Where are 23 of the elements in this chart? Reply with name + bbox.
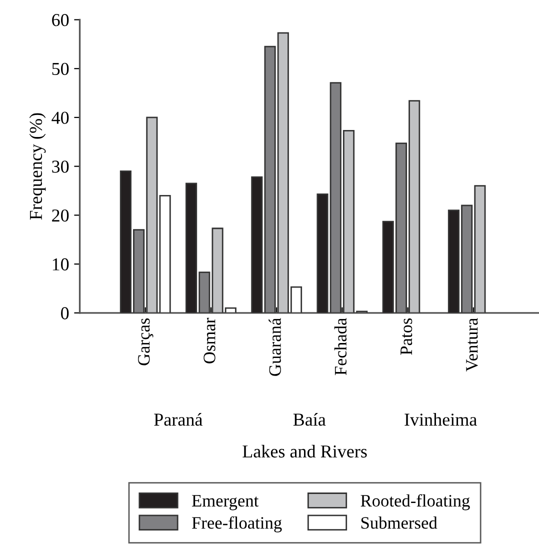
y-tick-label: 40 <box>52 112 69 124</box>
legend-label: Submersed <box>361 516 438 529</box>
legend-label: Rooted-floating <box>360 494 470 510</box>
y-tick-label: 20 <box>52 209 69 222</box>
text: Ivinheima <box>404 413 477 426</box>
text: Baía <box>293 413 326 426</box>
x-tick-label: Fechada <box>334 318 347 376</box>
y-tick-label: 50 <box>52 62 69 76</box>
x-axis-title: Lakes and Rivers <box>242 444 367 458</box>
text: Paraná <box>154 413 202 426</box>
legend-label: Free-floating <box>192 516 282 532</box>
y-tick-label: 30 <box>52 160 69 173</box>
x-tick-label: Patos <box>400 318 412 355</box>
y-tick-label: 0 <box>61 307 69 320</box>
y-axis-title: Frequency (%) <box>29 113 46 220</box>
x-tick-label: Garças <box>138 318 154 366</box>
y-tick-label: 60 <box>52 14 69 26</box>
bar <box>159 194 171 313</box>
y-tick-label: 10 <box>52 258 69 270</box>
legend-label: Emergent <box>192 495 259 510</box>
x-tick-label: Guaraná <box>268 318 281 376</box>
x-tick-label: Ventura <box>466 318 478 372</box>
x-tick-label: Osmar <box>204 318 216 364</box>
